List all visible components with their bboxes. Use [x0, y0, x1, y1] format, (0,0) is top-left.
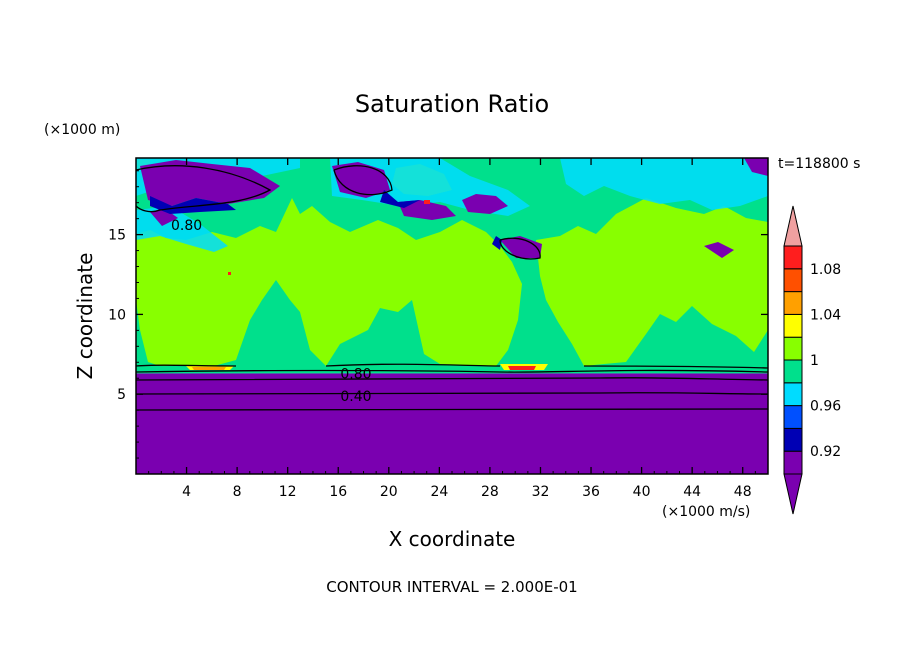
- colorbar-tick-label: 1: [810, 353, 819, 369]
- contour-label: 0.40: [340, 389, 371, 405]
- x-tick-label: 24: [430, 484, 448, 500]
- contour-label: 0.80: [171, 218, 202, 234]
- colorbar-tick-label: 0.96: [810, 399, 841, 415]
- blue-fringe: [380, 190, 420, 208]
- contour-line: [135, 392, 769, 395]
- blue-fringe: [150, 196, 236, 214]
- contour-line: [135, 408, 769, 411]
- cyan-patch: [560, 158, 768, 210]
- contour-line: [135, 363, 769, 369]
- x-tick-label: 4: [182, 484, 191, 500]
- colorbar-swatch: [783, 268, 803, 293]
- x-tick-label: 44: [683, 484, 701, 500]
- red-band: [508, 366, 536, 370]
- x-axis-label: X coordinate: [389, 527, 516, 551]
- time-label: t=118800 s: [778, 156, 860, 172]
- contour-line: [135, 377, 769, 381]
- green-zone: [536, 198, 768, 366]
- x-tick-label: 48: [734, 484, 752, 500]
- purple-pocket: [704, 242, 734, 258]
- red-spot: [424, 200, 430, 204]
- purple-pocket: [332, 162, 390, 198]
- y-tick-label: 5: [117, 387, 126, 403]
- x-unit-label: (×1000 m/s): [662, 504, 750, 520]
- x-tick-label: 12: [279, 484, 297, 500]
- contour-line: [135, 369, 769, 373]
- contour-line: [333, 165, 393, 196]
- x-tick-label: 32: [532, 484, 550, 500]
- y-axis: 5 10 15: [108, 170, 768, 459]
- colorbar-swatch: [783, 245, 803, 270]
- colorbar-swatch: [783, 450, 803, 475]
- x-tick-label: 16: [329, 484, 347, 500]
- x-tick-label: 40: [633, 484, 651, 500]
- colorbar-under-arrow: [783, 473, 803, 515]
- colorbar-tick-label: 0.92: [810, 444, 841, 460]
- x-tick-label: 8: [233, 484, 242, 500]
- blue-fringe: [492, 236, 502, 250]
- plot-area: [136, 158, 768, 474]
- colorbar-swatch: [783, 291, 803, 315]
- colorbar-swatch: [783, 313, 803, 338]
- colorbar-tick-label: 1.08: [810, 262, 841, 278]
- red-spot: [228, 272, 231, 275]
- contour-label: 0.80: [340, 366, 371, 382]
- contour-lines: [135, 165, 769, 411]
- y-tick-label: 15: [108, 228, 126, 244]
- colorbar-swatch: [783, 427, 803, 452]
- purple-pocket: [744, 158, 768, 176]
- y-unit-label: (×1000 m): [44, 122, 120, 138]
- purple-pocket: [500, 236, 542, 258]
- colorbar-tick-label: 1.04: [810, 307, 841, 323]
- chart-title: Saturation Ratio: [355, 90, 549, 118]
- x-tick-label: 28: [481, 484, 499, 500]
- purple-pocket: [150, 208, 178, 226]
- contour-line: [499, 237, 541, 260]
- x-tick-label: 36: [582, 484, 600, 500]
- purple-pocket: [398, 200, 456, 220]
- y-axis-label: Z coordinate: [73, 253, 97, 380]
- colorbar-swatch: [783, 359, 803, 384]
- colorbar-swatch: [783, 382, 803, 407]
- colorbar-swatch: [783, 336, 803, 361]
- colorbar-swatch: [783, 405, 803, 429]
- contour-line: [135, 165, 272, 213]
- purple-pocket: [140, 160, 280, 206]
- green-zone: [136, 198, 522, 366]
- colorbar: 0.92 0.96 1 1.04 1.08: [783, 205, 841, 515]
- low-region: [136, 373, 768, 474]
- x-axis: 4 8 12 16 20 24 28 32 36 40 44 48: [148, 158, 756, 500]
- colorbar-over-arrow: [783, 205, 803, 247]
- orange-band: [192, 367, 226, 370]
- contour-interval-footer: CONTOUR INTERVAL = 2.000E-01: [326, 578, 577, 596]
- purple-pocket: [462, 194, 508, 214]
- contour-labels: 0.80 0.80 0.40: [171, 218, 372, 405]
- y-tick-label: 10: [108, 307, 126, 323]
- x-tick-label: 20: [380, 484, 398, 500]
